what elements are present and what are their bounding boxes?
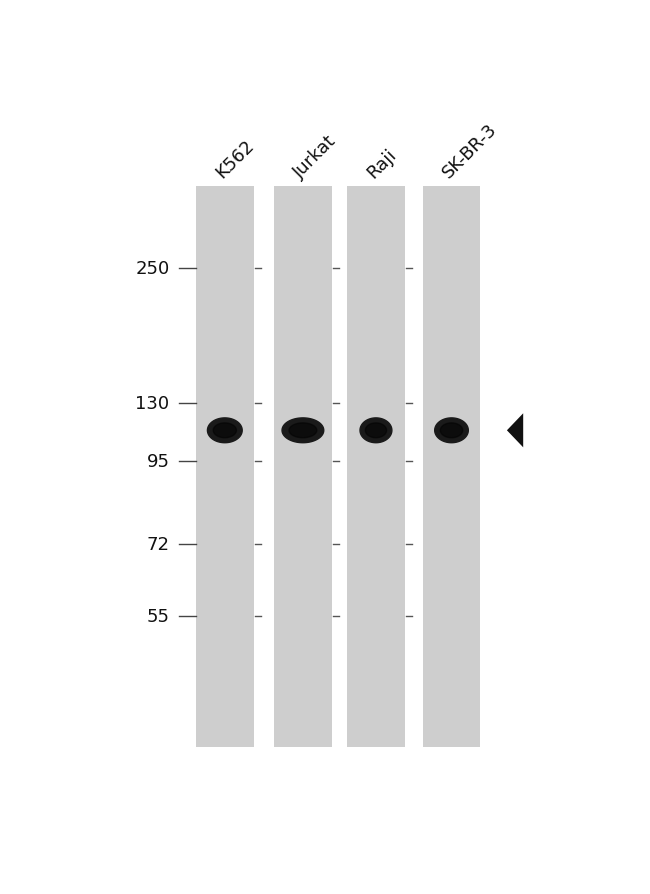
Polygon shape bbox=[289, 424, 317, 438]
Text: 72: 72 bbox=[146, 536, 170, 553]
Polygon shape bbox=[213, 424, 237, 438]
Bar bbox=[347, 187, 405, 747]
Text: K562: K562 bbox=[212, 136, 257, 181]
Bar bbox=[274, 187, 332, 747]
Polygon shape bbox=[282, 418, 324, 443]
Polygon shape bbox=[435, 418, 468, 443]
Text: Raji: Raji bbox=[363, 145, 400, 181]
Text: 250: 250 bbox=[135, 260, 170, 278]
Polygon shape bbox=[360, 418, 392, 443]
Text: Jurkat: Jurkat bbox=[290, 132, 340, 181]
Polygon shape bbox=[365, 424, 387, 438]
Bar bbox=[422, 187, 480, 747]
Text: 95: 95 bbox=[146, 452, 170, 471]
Text: 130: 130 bbox=[135, 394, 170, 412]
Bar bbox=[196, 187, 254, 747]
Text: 55: 55 bbox=[146, 608, 170, 626]
Text: SK-BR-3: SK-BR-3 bbox=[439, 120, 501, 181]
Polygon shape bbox=[207, 418, 242, 443]
Polygon shape bbox=[507, 414, 523, 448]
Polygon shape bbox=[440, 424, 463, 438]
